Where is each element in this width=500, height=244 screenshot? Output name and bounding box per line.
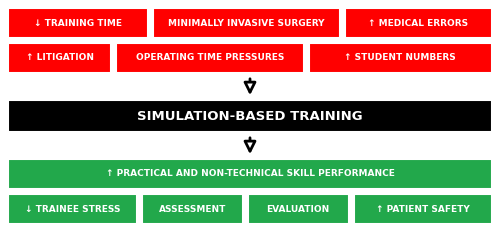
Text: OPERATING TIME PRESSURES: OPERATING TIME PRESSURES xyxy=(136,53,284,62)
FancyBboxPatch shape xyxy=(142,194,243,224)
FancyBboxPatch shape xyxy=(354,194,492,224)
Text: ↑ STUDENT NUMBERS: ↑ STUDENT NUMBERS xyxy=(344,53,456,62)
Text: ↑ PATIENT SAFETY: ↑ PATIENT SAFETY xyxy=(376,204,470,214)
FancyBboxPatch shape xyxy=(345,8,492,38)
Text: MINIMALLY INVASIVE SURGERY: MINIMALLY INVASIVE SURGERY xyxy=(168,19,324,28)
FancyBboxPatch shape xyxy=(8,8,148,38)
Text: ↓ TRAINING TIME: ↓ TRAINING TIME xyxy=(34,19,122,28)
FancyBboxPatch shape xyxy=(8,159,492,189)
FancyBboxPatch shape xyxy=(8,194,137,224)
FancyBboxPatch shape xyxy=(308,43,492,73)
Text: ↑ PRACTICAL AND NON-TECHNICAL SKILL PERFORMANCE: ↑ PRACTICAL AND NON-TECHNICAL SKILL PERF… xyxy=(106,170,395,179)
FancyBboxPatch shape xyxy=(8,43,112,73)
Text: EVALUATION: EVALUATION xyxy=(266,204,330,214)
FancyBboxPatch shape xyxy=(116,43,304,73)
FancyBboxPatch shape xyxy=(153,8,340,38)
FancyBboxPatch shape xyxy=(8,100,492,132)
Text: ↑ LITIGATION: ↑ LITIGATION xyxy=(26,53,94,62)
Text: ↓ TRAINEE STRESS: ↓ TRAINEE STRESS xyxy=(24,204,120,214)
Text: ↑ MEDICAL ERRORS: ↑ MEDICAL ERRORS xyxy=(368,19,468,28)
Text: SIMULATION-BASED TRAINING: SIMULATION-BASED TRAINING xyxy=(137,110,363,122)
Text: ASSESSMENT: ASSESSMENT xyxy=(158,204,226,214)
FancyBboxPatch shape xyxy=(248,194,348,224)
